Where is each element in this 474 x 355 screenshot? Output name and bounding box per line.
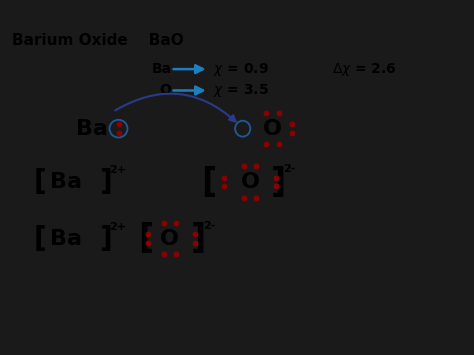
Text: [: [ [138,222,154,255]
Text: $\Delta\chi$ = 2.6: $\Delta\chi$ = 2.6 [332,61,397,78]
Text: Barium Oxide    BaO: Barium Oxide BaO [12,33,183,48]
Text: 2+: 2+ [109,165,126,175]
Point [160,220,167,225]
Text: [: [ [201,165,217,198]
Point [144,231,152,237]
Point [172,252,180,257]
Point [275,141,283,147]
Point [263,110,270,116]
Point [289,121,296,127]
Text: O: O [160,229,179,248]
Point [240,163,248,169]
Text: [: [ [33,168,46,196]
Text: O: O [263,119,282,139]
Text: Ba: Ba [50,229,82,248]
Text: O: O [159,83,171,98]
Text: 2-: 2- [203,221,215,231]
Text: 2-: 2- [283,164,296,174]
Point [144,240,152,246]
Text: [: [ [33,225,46,252]
Text: 2+: 2+ [109,222,126,232]
Text: $\chi$ = 0.9: $\chi$ = 0.9 [213,61,269,78]
Point [220,184,228,189]
Point [289,130,296,136]
Text: Ba: Ba [50,172,82,192]
Point [275,110,283,116]
Point [191,231,199,237]
Text: ]: ] [271,165,286,198]
Text: ]: ] [100,225,112,252]
Point [172,220,180,225]
Point [263,141,270,147]
Point [160,252,167,257]
Point [115,121,122,127]
Point [115,130,122,136]
Text: Ba: Ba [152,62,172,76]
Point [253,163,260,169]
Text: Ba: Ba [76,119,108,139]
Point [220,175,228,181]
Point [191,240,199,246]
Point [240,195,248,201]
Text: ]: ] [100,168,112,196]
Point [272,184,280,189]
Point [253,195,260,201]
Text: ]: ] [191,222,206,255]
Point [272,175,280,181]
Text: O: O [241,172,260,192]
Text: $\chi$ = 3.5: $\chi$ = 3.5 [213,82,269,99]
